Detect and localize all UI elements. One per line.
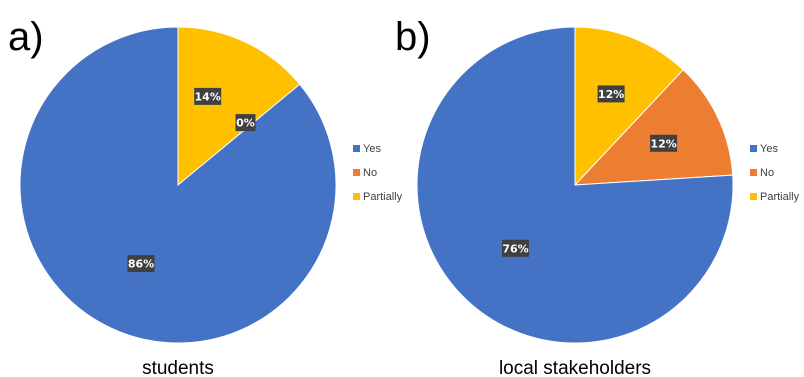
pie-local-stakeholders-slices <box>416 26 734 344</box>
legend-swatch <box>750 169 757 176</box>
legend-label: No <box>760 167 774 179</box>
legend-swatch <box>750 145 757 152</box>
data-label-box <box>650 134 678 152</box>
slice-partially <box>177 26 301 187</box>
data-label-no: 0% <box>235 114 256 132</box>
legend-item-partially: Partially <box>353 191 403 203</box>
data-label-yes: 86% <box>127 255 155 273</box>
legend-label: Yes <box>760 143 778 155</box>
panel-letter-a: a) <box>8 15 44 59</box>
data-label-text: 14% <box>195 90 221 103</box>
legend-label: Yes <box>363 143 381 155</box>
legend-item-yes: Yes <box>750 143 778 155</box>
data-label-box <box>127 255 155 273</box>
caption-local-stakeholders: local stakeholders <box>499 358 651 377</box>
legend-label: No <box>363 167 377 179</box>
data-label-text: 0% <box>236 117 255 130</box>
pie-chart-students: a) 86% 0% 14% Yes No Partially students <box>8 15 403 377</box>
data-label-text: 12% <box>650 137 676 150</box>
pie-chart-local-stakeholders: b) 76% 12% 12% Yes No Partially local stakeh… <box>395 15 800 377</box>
legend-swatch <box>353 193 360 200</box>
pie-students-slices <box>19 26 337 344</box>
data-label-box <box>194 87 222 105</box>
data-label-partially: 14% <box>194 87 222 105</box>
legend-label: Partially <box>363 191 403 203</box>
legend-swatch <box>353 169 360 176</box>
legend-local-stakeholders: Yes No Partially <box>750 143 800 203</box>
legend-item-yes: Yes <box>353 143 381 155</box>
pie-students-data-labels: 86% 0% 14% <box>127 87 256 273</box>
legend-swatch <box>353 145 360 152</box>
legend-label: Partially <box>760 191 800 203</box>
data-label-no: 12% <box>650 134 678 152</box>
data-label-box <box>502 239 529 257</box>
data-label-box <box>235 114 256 132</box>
data-label-text: 12% <box>598 88 624 101</box>
legend-item-no: No <box>750 167 774 179</box>
data-label-text: 86% <box>128 258 154 271</box>
data-label-box <box>597 85 625 103</box>
data-label-text: 76% <box>502 242 528 255</box>
data-label-yes: 76% <box>502 239 529 257</box>
legend-students: Yes No Partially <box>353 143 403 203</box>
slice-no <box>573 69 734 186</box>
data-label-partially: 12% <box>597 85 625 103</box>
panel-letter-b: b) <box>395 15 431 59</box>
legend-item-partially: Partially <box>750 191 800 203</box>
slice-yes <box>19 26 337 344</box>
legend-swatch <box>750 193 757 200</box>
caption-students: students <box>142 358 214 377</box>
legend-item-no: No <box>353 167 377 179</box>
pie-local-stakeholders-data-labels: 76% 12% 12% <box>502 85 678 257</box>
slice-yes <box>416 26 734 344</box>
slice-partially <box>574 26 684 187</box>
